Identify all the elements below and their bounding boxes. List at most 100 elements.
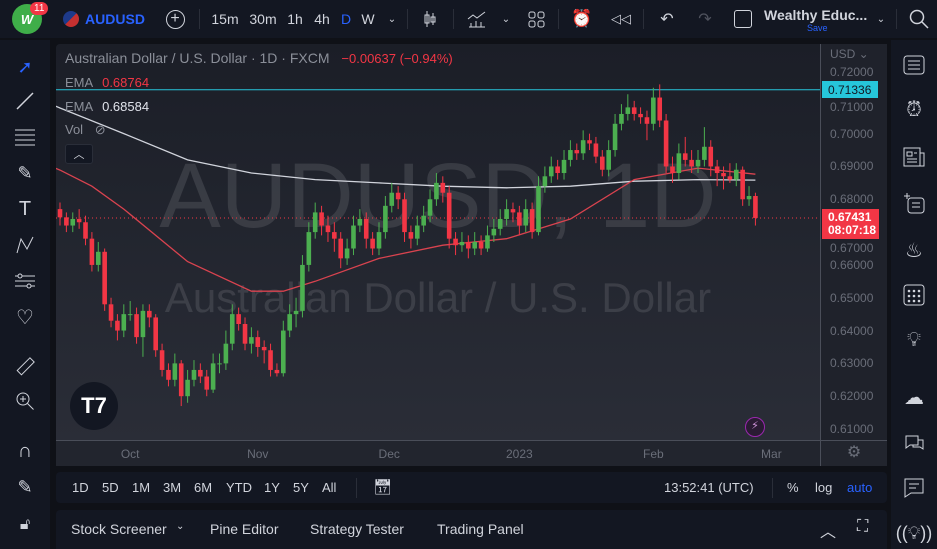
candle-body — [421, 215, 426, 226]
chevron-up-icon[interactable]: ︿ — [820, 524, 837, 541]
candle-body — [287, 314, 292, 331]
pattern-icon[interactable] — [10, 230, 40, 260]
lock-drawings-icon[interactable]: ✎ — [17, 476, 33, 497]
redo-icon[interactable]: ↷ — [698, 11, 712, 28]
chevron-down-icon[interactable]: ⌄ — [387, 13, 397, 25]
watchlist-icon[interactable] — [899, 50, 929, 80]
ema-legend-red[interactable]: EMA 0.68764 — [65, 75, 149, 90]
percent-scale-toggle[interactable]: % — [787, 480, 799, 495]
candle-body — [523, 209, 529, 226]
log-scale-toggle[interactable]: log — [815, 480, 833, 495]
zoom-in-icon[interactable] — [10, 386, 40, 416]
candle-body — [568, 150, 573, 160]
brush-icon[interactable]: ✎ — [17, 162, 33, 183]
candle-body — [561, 159, 567, 174]
chevron-down-icon[interactable]: ⌄ — [176, 521, 185, 532]
help-lightbulb-icon[interactable]: ((💡︎)) — [895, 522, 933, 543]
auto-scale-toggle[interactable]: auto — [847, 480, 873, 495]
range-all[interactable]: All — [322, 480, 337, 495]
alarm-clock-icon[interactable]: ⏰︎ — [906, 98, 922, 121]
price-change: −0.00637 (−0.94%) — [341, 51, 453, 66]
interval-d[interactable]: D — [340, 11, 352, 27]
ruler-icon[interactable] — [10, 352, 40, 382]
volume-legend[interactable]: Vol ⊘ — [65, 122, 106, 138]
magnet-icon[interactable]: ∩ — [17, 439, 33, 462]
candlestick-chart[interactable] — [56, 44, 820, 440]
candle-body — [344, 248, 350, 259]
add-list-icon[interactable] — [899, 188, 929, 218]
streams-cloud-icon[interactable]: ☁︎ — [904, 386, 924, 409]
tab-strategy-tester[interactable]: Strategy Tester — [310, 521, 404, 537]
collapse-legend-button[interactable]: ︿ — [65, 144, 93, 164]
chat-icon[interactable] — [899, 473, 929, 503]
cursor-icon[interactable]: ➚ — [17, 56, 33, 77]
chats-icon[interactable] — [899, 428, 929, 458]
fullscreen-square-icon[interactable] — [732, 0, 754, 38]
user-avatar-button[interactable]: W 11 — [10, 0, 49, 38]
search-icon[interactable] — [906, 0, 932, 38]
trend-line-icon[interactable] — [10, 86, 40, 116]
chevron-down-icon[interactable]: ⌄ — [501, 13, 511, 25]
candle-body — [414, 225, 420, 239]
range-1m[interactable]: 1M — [132, 480, 151, 495]
range-3m[interactable]: 3M — [163, 480, 182, 495]
candle-body — [408, 232, 414, 239]
interval-15m[interactable]: 15m — [211, 11, 239, 27]
replay-icon[interactable]: ◁◁ — [611, 11, 631, 26]
candle-body — [115, 320, 120, 331]
candles-chart-type-icon[interactable] — [420, 0, 442, 38]
interval-1h[interactable]: 1h — [287, 11, 303, 27]
candle-body — [236, 314, 241, 324]
alarm-add-icon[interactable]: ⏰ — [571, 9, 593, 28]
hotlist-flame-icon[interactable]: ♨ — [905, 239, 923, 262]
candle-body — [217, 363, 222, 365]
symbol-search-button[interactable]: AUDUSD — [62, 0, 146, 38]
currency-selector[interactable]: USD ⌄ — [830, 47, 869, 61]
calendar-icon[interactable] — [899, 280, 929, 310]
candle-body — [689, 159, 694, 167]
chevron-down-icon[interactable]: ⌄ — [876, 13, 886, 25]
range-1y[interactable]: 1Y — [264, 480, 280, 495]
unlock-icon[interactable]: 🔓︎ — [19, 516, 31, 533]
eye-hidden-icon[interactable]: ⊘ — [94, 122, 106, 137]
compare-add-button[interactable]: + — [164, 0, 186, 38]
utc-clock[interactable]: 13:52:41 (UTC) — [664, 480, 754, 495]
heart-icon[interactable]: ♡ — [16, 306, 34, 329]
price-axis[interactable]: USD ⌄ 0.72000 0.71000 0.70000 0.69000 0.6800… — [820, 44, 887, 466]
ema-legend-white[interactable]: EMA 0.68584 — [65, 99, 149, 114]
range-bar: 1D 5D 1M 3M 6M YTD 1Y 5Y All 📅︎ 13:52:41… — [56, 472, 887, 503]
interval-4h[interactable]: 4h — [314, 11, 330, 27]
go-to-date-icon[interactable]: 📅︎ — [373, 479, 393, 496]
candle-body — [548, 166, 554, 177]
ideas-lightbulb-icon[interactable]: 💡︎ — [907, 328, 921, 351]
range-1d[interactable]: 1D — [72, 480, 89, 495]
layout-name-button[interactable]: Wealthy Educ... Save — [764, 0, 872, 38]
news-icon[interactable] — [899, 142, 929, 172]
text-tool-icon[interactable]: T — [18, 197, 32, 220]
tab-trading-panel[interactable]: Trading Panel — [437, 521, 524, 537]
candle-body — [249, 337, 254, 344]
indicators-icon[interactable] — [466, 0, 488, 38]
candle-body — [714, 166, 720, 174]
chart-settings-gear-icon[interactable]: ⚙ — [820, 440, 887, 466]
range-5d[interactable]: 5D — [102, 480, 119, 495]
range-5y[interactable]: 5Y — [293, 480, 309, 495]
time-axis[interactable]: Oct Nov Dec 2023 Feb Mar — [56, 440, 820, 466]
lightning-icon[interactable]: ⚡︎ — [745, 417, 765, 437]
candle-body — [600, 156, 605, 170]
interval-30m[interactable]: 30m — [249, 11, 277, 27]
last-price: 0.67431 — [828, 209, 872, 224]
tab-stock-screener[interactable]: Stock Screener — [71, 521, 167, 537]
maximize-icon[interactable]: ⛶ — [857, 518, 869, 535]
tradingview-logo[interactable]: T7 — [70, 382, 118, 430]
range-ytd[interactable]: YTD — [226, 480, 252, 495]
range-6m[interactable]: 6M — [194, 480, 213, 495]
layout-grid-icon[interactable] — [525, 0, 547, 38]
tab-pine-editor[interactable]: Pine Editor — [210, 521, 279, 537]
interval-w[interactable]: W — [361, 11, 375, 27]
fib-lines-icon[interactable] — [10, 122, 40, 152]
prediction-icon[interactable] — [10, 266, 40, 296]
candle-body — [529, 209, 535, 233]
chart-pane[interactable]: AUDUSD, 1D Australian Dollar / U.S. Doll… — [56, 44, 887, 466]
undo-icon[interactable]: ↶ — [660, 11, 674, 28]
